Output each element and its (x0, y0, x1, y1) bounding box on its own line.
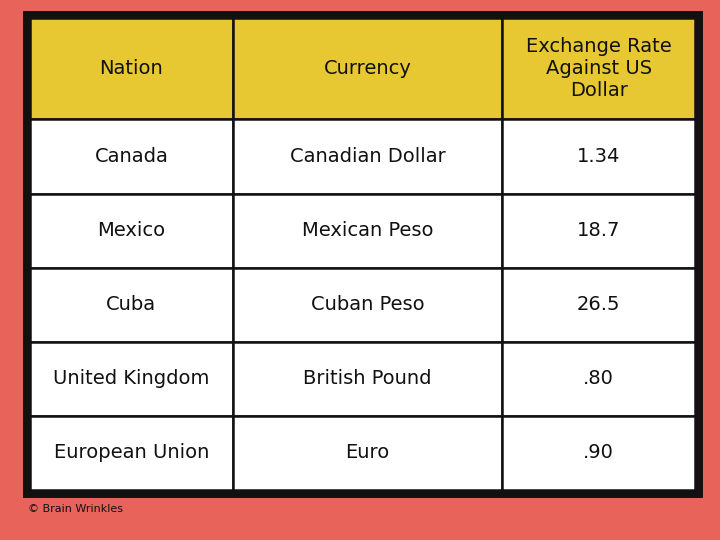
Text: Canada: Canada (94, 147, 168, 166)
Text: Cuba: Cuba (107, 295, 156, 314)
Text: .90: .90 (583, 443, 614, 462)
Bar (30, 193, 233, 268)
Bar (30, 119, 233, 193)
Text: European Union: European Union (54, 443, 209, 462)
Text: 18.7: 18.7 (577, 221, 620, 240)
Bar (30, 342, 233, 416)
Text: .80: .80 (583, 369, 614, 388)
Bar (502, 193, 695, 268)
Text: Euro: Euro (346, 443, 390, 462)
Bar (502, 268, 695, 342)
Text: Currency: Currency (323, 59, 411, 78)
Text: 26.5: 26.5 (577, 295, 621, 314)
Bar (26, 14, 699, 494)
Bar (233, 342, 502, 416)
Bar (233, 18, 502, 119)
Text: Canadian Dollar: Canadian Dollar (289, 147, 446, 166)
Bar (30, 268, 233, 342)
Text: United Kingdom: United Kingdom (53, 369, 210, 388)
Bar (502, 416, 695, 490)
Bar (502, 342, 695, 416)
Bar (502, 18, 695, 119)
Bar (30, 18, 233, 119)
Bar (233, 416, 502, 490)
Text: British Pound: British Pound (303, 369, 432, 388)
Text: Nation: Nation (99, 59, 163, 78)
Text: Cuban Peso: Cuban Peso (310, 295, 424, 314)
Text: © Brain Wrinkles: © Brain Wrinkles (28, 504, 123, 514)
Bar (233, 268, 502, 342)
Bar (233, 193, 502, 268)
Text: Exchange Rate
Against US
Dollar: Exchange Rate Against US Dollar (526, 37, 672, 100)
Bar (502, 119, 695, 193)
Text: Mexican Peso: Mexican Peso (302, 221, 433, 240)
Text: 1.34: 1.34 (577, 147, 620, 166)
Bar (30, 416, 233, 490)
Text: Mexico: Mexico (97, 221, 166, 240)
Bar (233, 119, 502, 193)
